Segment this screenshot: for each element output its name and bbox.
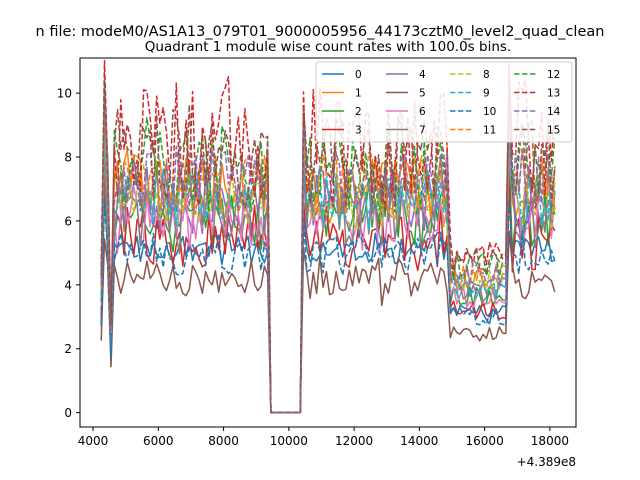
legend-label-0: 0 <box>355 69 362 81</box>
series-lines <box>100 59 556 414</box>
legend-label-3: 3 <box>355 125 362 137</box>
x-tick-label: 14000 <box>400 434 438 448</box>
series-line-12 <box>100 78 556 414</box>
y-tick-label: 8 <box>64 151 72 165</box>
x-tick-label: 8000 <box>208 434 239 448</box>
legend-label-15: 15 <box>547 125 560 137</box>
x-offset-label: +4.389e8 <box>517 455 576 469</box>
series-line-7 <box>100 138 556 414</box>
series-line-5 <box>100 230 556 414</box>
x-tick-label: 18000 <box>531 434 569 448</box>
series-line-13 <box>100 59 556 414</box>
series-line-10 <box>100 197 556 414</box>
legend-label-6: 6 <box>419 106 426 118</box>
series-line-9 <box>100 123 556 414</box>
legend-label-2: 2 <box>355 106 362 118</box>
series-line-14 <box>100 93 556 414</box>
x-tick-label: 16000 <box>466 434 504 448</box>
x-tick-label: 6000 <box>143 434 174 448</box>
legend-label-8: 8 <box>483 69 490 81</box>
plot-area <box>79 57 577 428</box>
legend-label-10: 10 <box>483 106 496 118</box>
legend-label-11: 11 <box>483 125 496 137</box>
legend-label-7: 7 <box>419 125 426 137</box>
legend-label-1: 1 <box>355 88 362 100</box>
legend-label-12: 12 <box>547 69 560 81</box>
legend-label-13: 13 <box>547 88 560 100</box>
x-axis: 4000 6000 8000 10000 12000 14000 16000 18000 <box>78 427 569 448</box>
y-tick-label: 4 <box>64 278 72 292</box>
legend-label-5: 5 <box>419 88 426 100</box>
legend-label-14: 14 <box>547 106 561 118</box>
x-tick-label: 10000 <box>270 434 308 448</box>
y-axis: 0 2 4 6 8 10 <box>57 87 80 420</box>
x-tick-label: 4000 <box>78 434 109 448</box>
legend-label-9: 9 <box>483 88 490 100</box>
series-line-8 <box>100 125 556 414</box>
y-tick-label: 10 <box>57 87 72 101</box>
legend-label-4: 4 <box>419 69 426 81</box>
y-tick-label: 0 <box>64 406 72 420</box>
series-line-15 <box>100 75 556 414</box>
series-line-0 <box>100 186 555 414</box>
chart-title: Quadrant 1 module wise count rates with … <box>145 39 511 55</box>
suptitle: n file: modeM0/AS1A13_079T01_9000005956_… <box>36 24 605 40</box>
legend-frame <box>315 61 573 143</box>
axes-frame <box>79 57 577 428</box>
y-tick-label: 2 <box>64 342 72 356</box>
x-tick-label: 12000 <box>335 434 373 448</box>
y-tick-label: 6 <box>64 214 72 228</box>
